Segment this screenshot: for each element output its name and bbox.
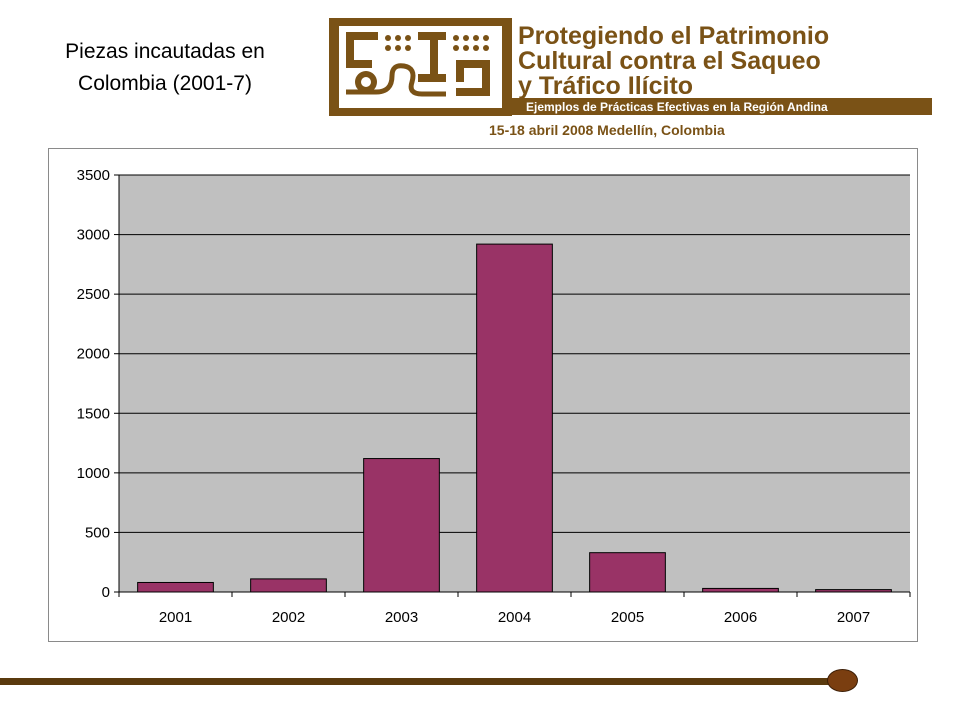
conference-banner: Protegiendo el Patrimonio Cultural contr… <box>329 18 932 138</box>
x-tick-label-2002: 2002 <box>272 609 305 626</box>
conference-logo <box>329 18 512 116</box>
bar-2004 <box>476 243 553 593</box>
y-tick-label-3000: 3000 <box>77 227 110 244</box>
chart-frame: 0 500 1000 1500 2000 2500 3000 3500 2001 2002 2003… <box>48 148 918 642</box>
y-tick-label-3500: 3500 <box>77 167 110 184</box>
slide-title-line-2: Colombia (2001-7) <box>78 72 252 95</box>
bar-2007 <box>815 589 892 593</box>
y-tick-label-2500: 2500 <box>77 286 110 303</box>
y-tick-label-500: 500 <box>85 524 110 541</box>
y-tick-label-1500: 1500 <box>77 405 110 422</box>
y-tick-label-2000: 2000 <box>77 346 110 363</box>
bar-2002 <box>250 578 327 593</box>
banner-line-2: Cultural contra el Saqueo <box>518 47 821 75</box>
slide-title-line-1: Piezas incautadas en <box>65 40 265 63</box>
footer-dot <box>827 669 858 692</box>
banner-line-3: y Tráfico Ilícito <box>518 72 693 100</box>
banner-date: 15-18 abril 2008 Medellín, Colombia <box>489 122 725 138</box>
bar-2003 <box>363 458 440 593</box>
banner-subtitle: Ejemplos de Prácticas Efectivas en la Re… <box>526 100 828 114</box>
y-tick-label-1000: 1000 <box>77 465 110 482</box>
x-tick-label-2003: 2003 <box>385 609 418 626</box>
x-tick-label-2001: 2001 <box>159 609 192 626</box>
banner-line-1: Protegiendo el Patrimonio <box>518 22 829 50</box>
slide-title: Piezas incautadas en Colombia (2001-7) <box>20 36 310 100</box>
bar-2001 <box>137 581 214 593</box>
x-tick-label-2007: 2007 <box>837 609 870 626</box>
bar-2006 <box>702 587 779 593</box>
y-tick-label-0: 0 <box>102 584 110 601</box>
footer-line <box>0 678 840 685</box>
x-tick-label-2004: 2004 <box>498 609 531 626</box>
bar-chart: 0 500 1000 1500 2000 2500 3000 3500 2001 2002 2003… <box>77 167 911 626</box>
bar-2005 <box>589 552 666 593</box>
x-tick-label-2006: 2006 <box>724 609 757 626</box>
x-tick-label-2005: 2005 <box>611 609 644 626</box>
banner-subtitle-bar <box>512 98 932 115</box>
